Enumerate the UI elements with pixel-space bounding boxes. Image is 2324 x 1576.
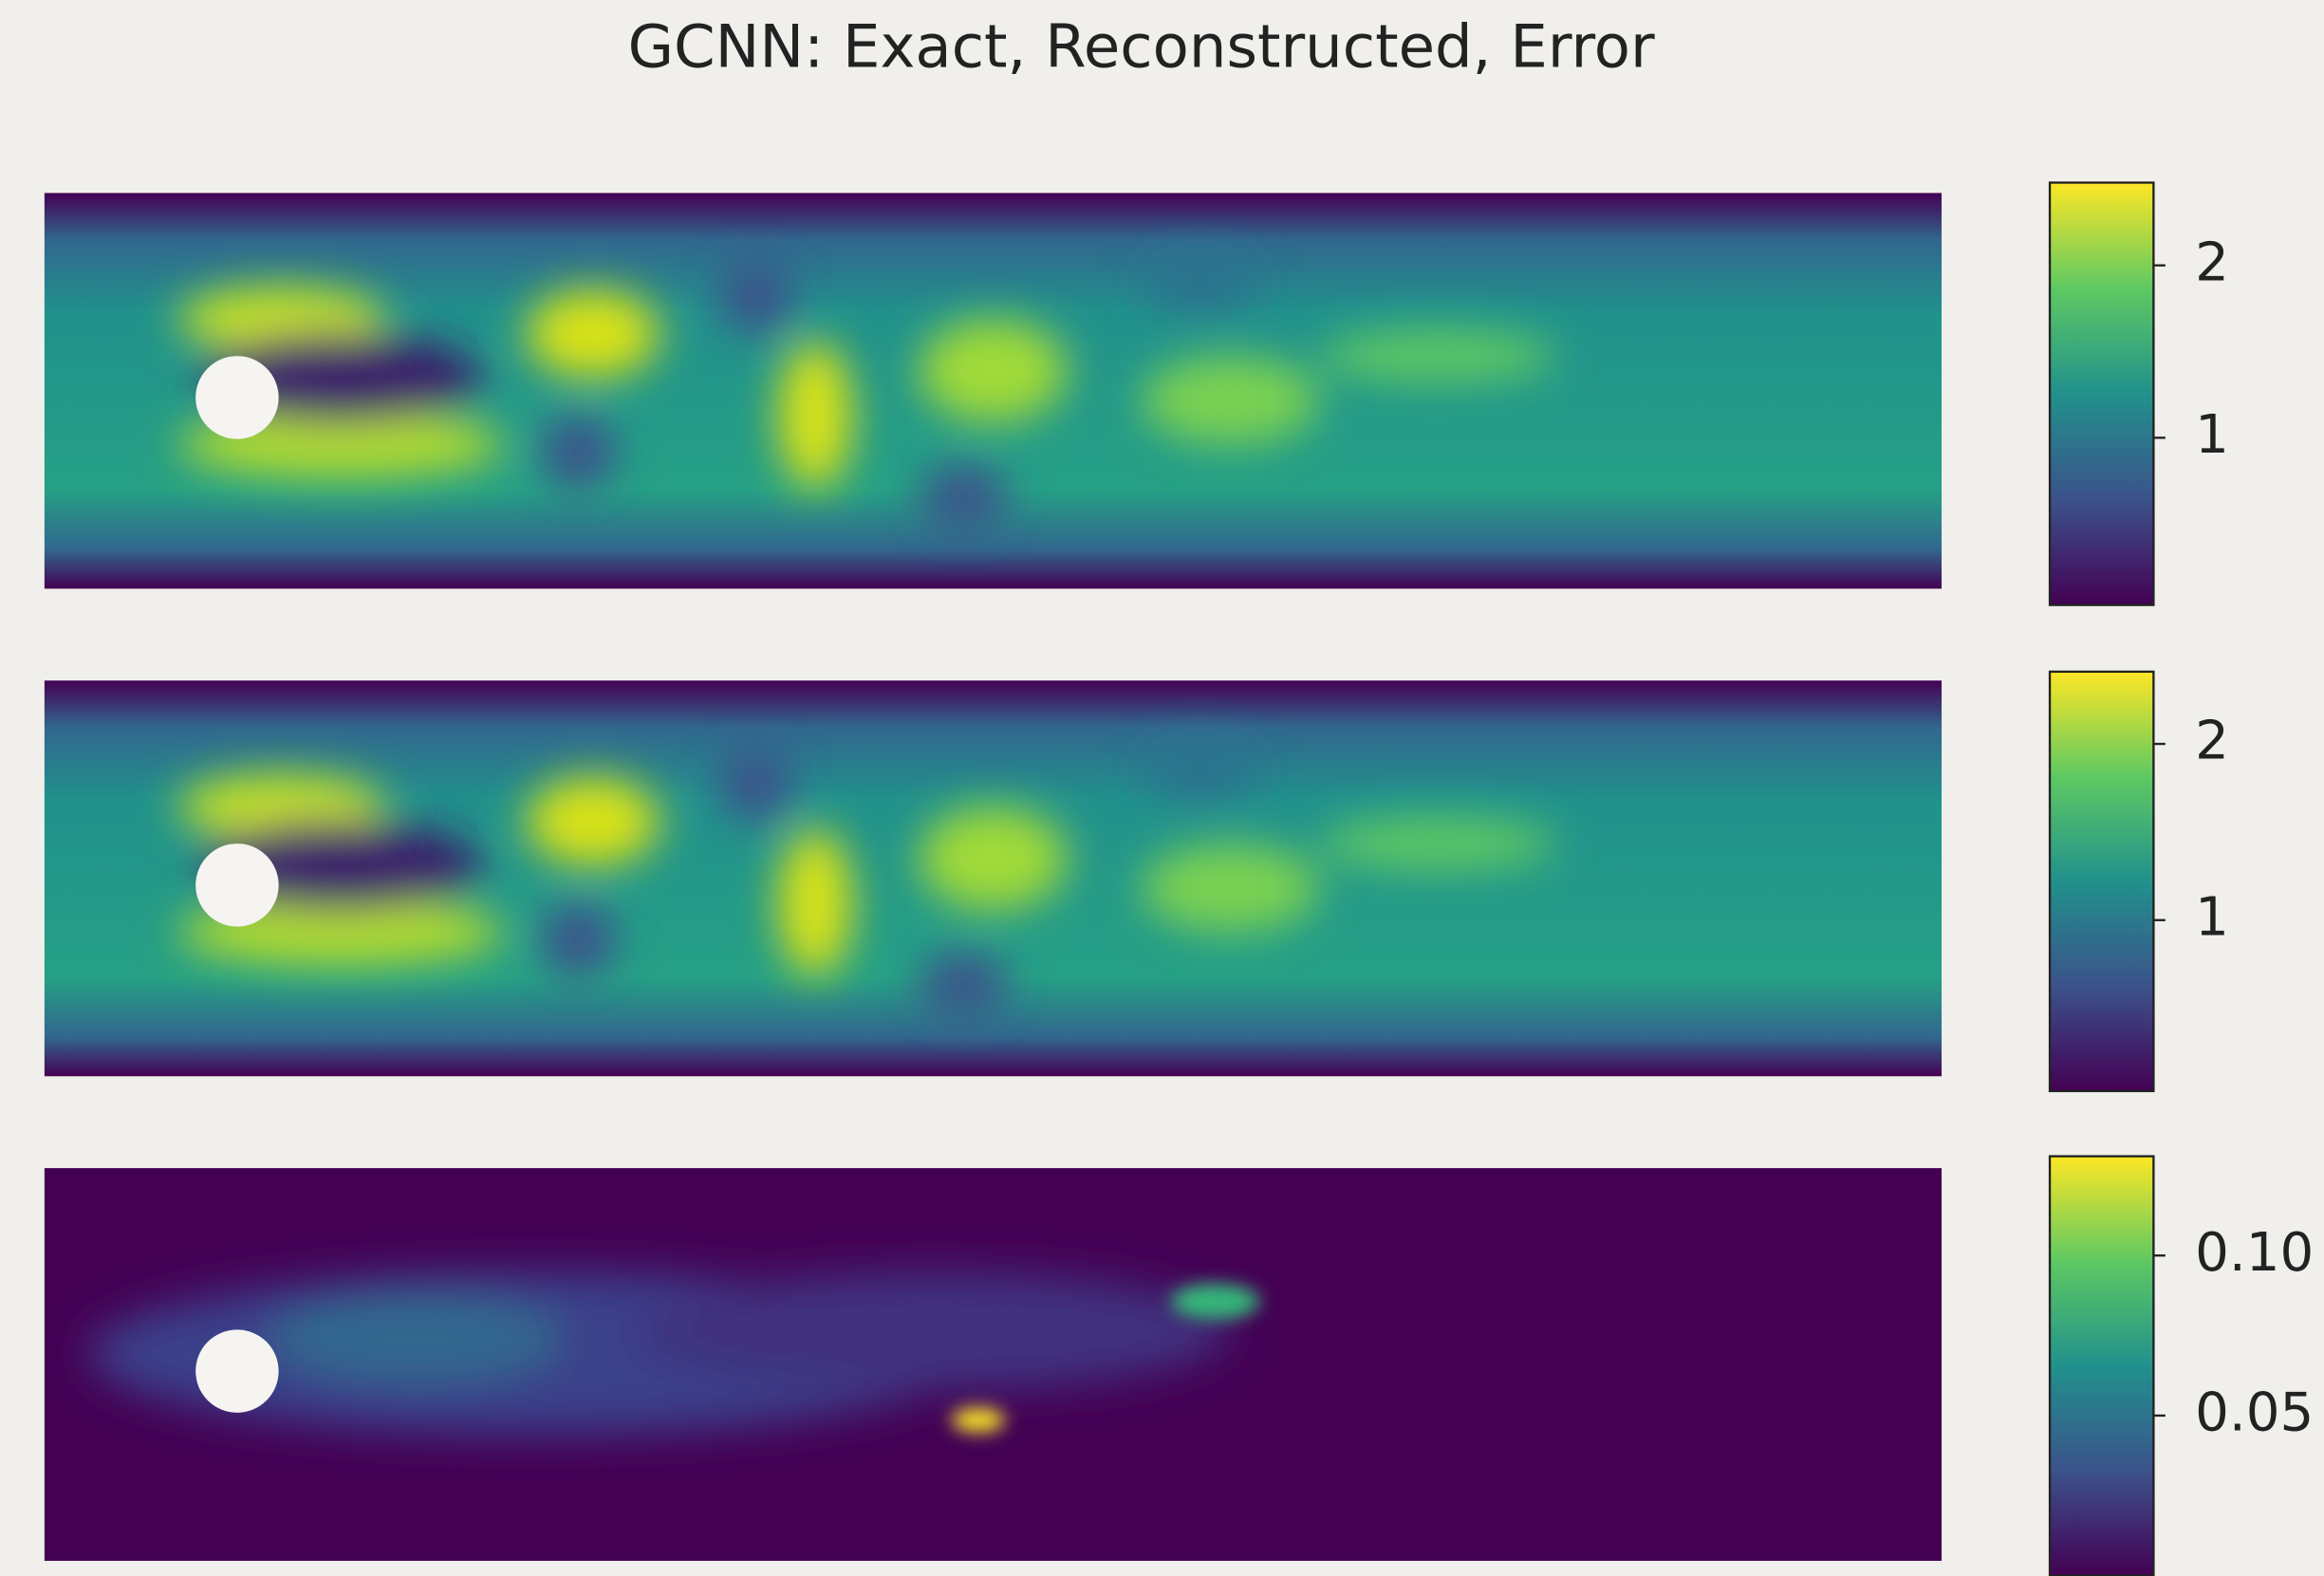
colorbar xyxy=(2050,1157,2153,1576)
heatmap-exact xyxy=(45,193,1942,588)
colorbar-tick-label: 0.10 xyxy=(2195,1222,2314,1284)
colorbar-tick-label: 2 xyxy=(2195,232,2229,293)
figure: GCNN: Exact, Reconstructed, Error 1 2 1 2 0.… xyxy=(0,0,2324,1576)
chart-title: GCNN: Exact, Reconstructed, Error xyxy=(628,12,1655,82)
colorbar-tick-label: 1 xyxy=(2195,404,2229,466)
colorbar-tick-label: 0.05 xyxy=(2195,1382,2314,1444)
colorbar-tick-label: 2 xyxy=(2195,711,2229,772)
heatmap-reconstructed xyxy=(45,680,1942,1076)
colorbars: 1 2 1 2 0.05 0.10 xyxy=(2050,182,2314,1575)
heatmap-error xyxy=(45,1168,1942,1561)
page: {"chart_data": {"type": "heatmap", "titl… xyxy=(0,0,2324,1576)
colorbar xyxy=(2050,182,2153,604)
colorbar xyxy=(2050,672,2153,1091)
colorbar-tick-label: 1 xyxy=(2195,886,2229,948)
